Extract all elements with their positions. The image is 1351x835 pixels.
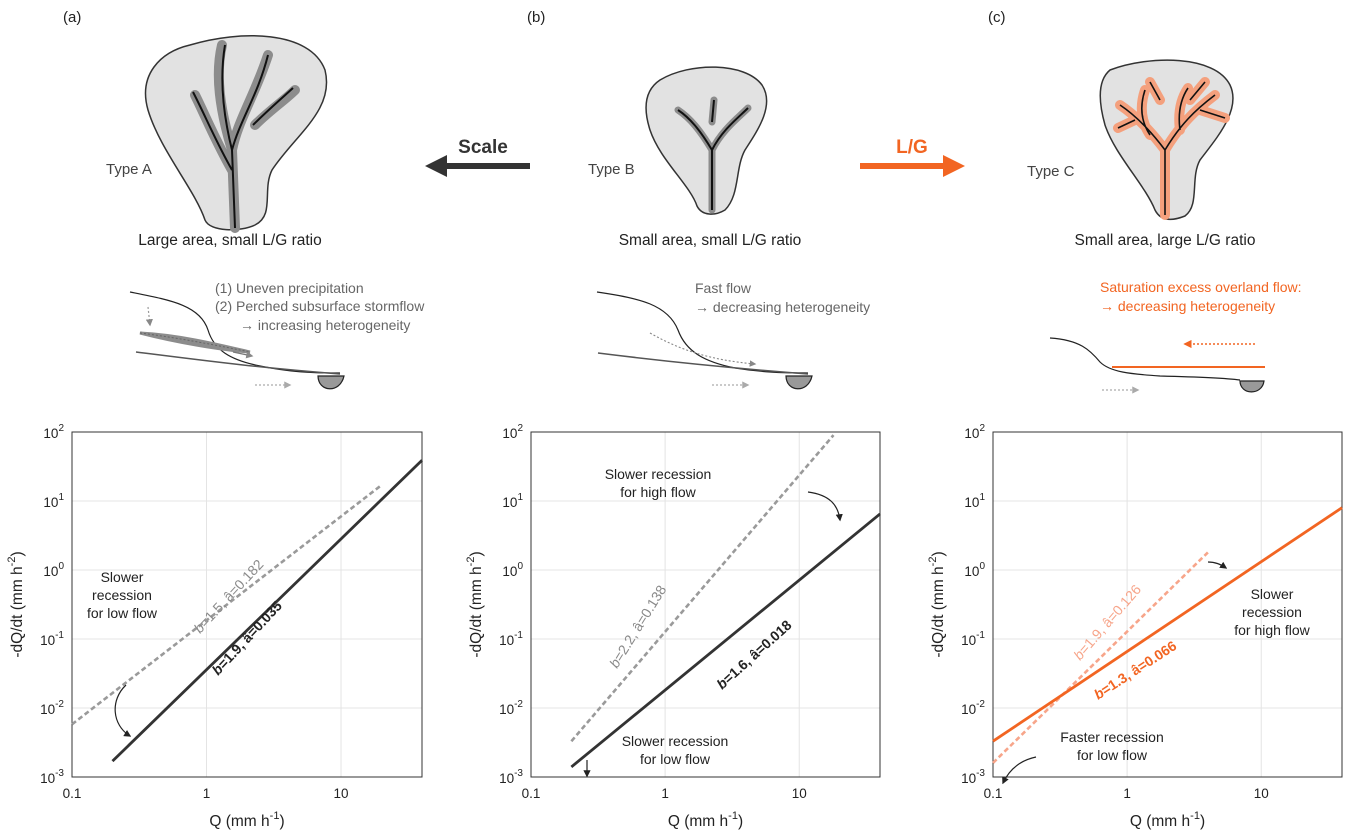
y-tick-label: 10-3 [961,768,985,786]
y-tick-label: 10-1 [961,630,985,648]
y-tick-label: 100 [502,561,523,579]
y-tick-label: 102 [964,423,985,441]
chart-c-annotation-right-line1: Slower [1251,586,1294,602]
caption-b: Small area, small L/G ratio [619,232,802,249]
chart-c-annotation-bottom-line2: for low flow [1077,747,1148,763]
x-tick-label: 1 [1123,786,1131,801]
chart-b-annotation-top-line1: Slower recession [605,466,712,482]
y-tick-label: 10-3 [499,768,523,786]
basin-type-b [645,66,768,215]
x-axis-title: Q (mm h-1) [1130,810,1205,830]
recession-chart-b: 0.1 1 10 10-3 10-2 10-1 100 101 102 Q (mm h-1) -dQ… [465,423,881,830]
series-line-solid [992,506,1343,743]
y-tick-label: 102 [502,423,523,441]
x-tick-label: 1 [203,786,211,801]
x-axis-title: Q (mm h-1) [668,810,743,830]
y-tick-label: 10-3 [40,768,64,786]
chart-a-annotation-line3: for low flow [87,605,158,621]
notes-a-line2: (2) Perched subsurface stormflow [215,298,425,314]
series-line-dashed [570,434,835,743]
scale-arrow [425,155,530,177]
basin-type-a [144,35,328,233]
series-line-solid [570,512,881,768]
recession-chart-c: 0.1 1 10 10-3 10-2 10-1 100 101 102 Q (mm h-1) -dQ… [927,423,1343,830]
caption-a: Large area, small L/G ratio [138,232,322,249]
type-c-label: Type C [1027,163,1075,180]
x-axis-title: Q (mm h-1) [209,810,284,830]
y-tick-label: 10-1 [40,630,64,648]
notes-a-line3: → increasing heterogeneity [240,317,410,333]
plot-frame [530,431,881,778]
plot-frame [71,431,423,778]
chart-b-solid-fit-label: b=1.6, â=0.018 [713,617,794,693]
notes-b-line1: Fast flow [695,280,752,296]
chart-b-annotation-bottom-line1: Slower recession [622,733,729,749]
y-tick-label: 102 [43,423,64,441]
x-tick-label: 0.1 [984,786,1003,801]
basin-type-c [1099,59,1234,221]
y-tick-label: 10-1 [499,630,523,648]
y-axis-title: -dQ/dt (mm h-2) [927,551,947,657]
chart-c-annotation-bottom-line1: Faster recession [1060,729,1163,745]
y-tick-label: 10-2 [40,699,64,717]
hillslope-sketch-a [129,291,345,390]
y-tick-label: 101 [502,492,523,510]
x-tick-label: 10 [792,786,807,801]
y-tick-label: 101 [43,492,64,510]
chart-a-annotation-line1: Slower [101,569,144,585]
series-line-solid [111,459,423,763]
chart-b-annotation-bottom-line2: for low flow [640,751,711,767]
y-tick-label: 101 [964,492,985,510]
y-tick-label: 10-2 [961,699,985,717]
type-a-label: Type A [106,161,152,178]
x-tick-label: 0.1 [63,786,82,801]
scale-arrow-label: Scale [458,137,508,158]
y-axis-title: -dQ/dt (mm h-2) [6,551,26,657]
x-tick-label: 1 [661,786,669,801]
chart-c-curved-arrow-bottom [1002,756,1037,785]
chart-b-curved-arrow-top [807,491,843,522]
chart-a-curved-arrow [114,684,132,737]
series-line-dashed [71,484,383,726]
plot-frame [992,431,1343,778]
y-tick-label: 100 [43,561,64,579]
y-axis-title: -dQ/dt (mm h-2) [465,551,485,657]
recession-chart-a: 0.1 1 10 10-3 10-2 10-1 100 101 102 Q (mm h-1) -dQ… [6,423,423,830]
panel-letter-b: (b) [527,9,545,26]
hillslope-sketch-b [596,291,813,390]
x-tick-label: 10 [1254,786,1269,801]
x-tick-label: 0.1 [522,786,541,801]
lg-arrow [860,155,965,177]
notes-b-line2: → decreasing heterogeneity [695,299,870,315]
notes-a-line1: (1) Uneven precipitation [215,280,364,296]
chart-c-arrow-right [1207,561,1228,569]
chart-b-annotation-top-line2: for high flow [620,484,696,500]
chart-a-annotation-line2: recession [92,587,152,603]
y-tick-label: 10-2 [499,699,523,717]
chart-c-annotation-right-line2: recession [1242,604,1302,620]
notes-c-line2: → decreasing heterogeneity [1100,298,1275,314]
series-line-dashed [992,551,1209,764]
chart-c-annotation-right-line3: for high flow [1234,622,1310,638]
chart-b-dashed-fit-label: b=2.2, â=0.138 [606,582,670,671]
panel-letter-c: (c) [988,9,1006,26]
y-tick-label: 100 [964,561,985,579]
type-b-label: Type B [588,161,635,178]
caption-c: Small area, large L/G ratio [1075,232,1256,249]
hillslope-sketch-c [1049,337,1265,394]
panel-letter-a: (a) [63,9,81,26]
x-tick-label: 10 [334,786,349,801]
notes-c-line1: Saturation excess overland flow: [1100,279,1302,295]
lg-arrow-label: L/G [896,137,928,158]
